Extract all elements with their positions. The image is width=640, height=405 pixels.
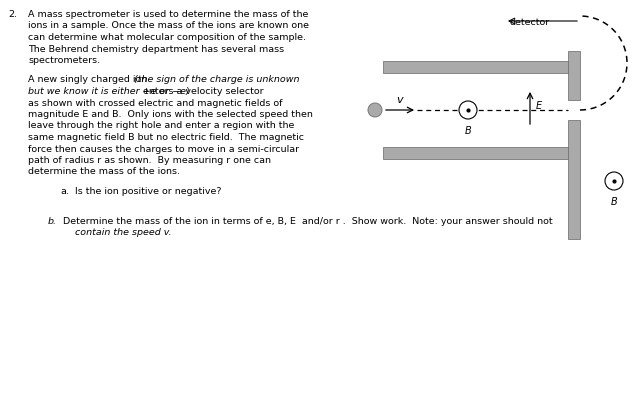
Text: can determine what molecular composition of the sample.: can determine what molecular composition… [28, 33, 306, 42]
Text: $B$: $B$ [464, 124, 472, 136]
Text: ions in a sample. Once the mass of the ions are known one: ions in a sample. Once the mass of the i… [28, 21, 309, 30]
Bar [568, 52, 580, 101]
Text: spectrometers.: spectrometers. [28, 56, 100, 65]
Text: $E$: $E$ [535, 99, 543, 111]
Circle shape [459, 102, 477, 120]
Text: A new singly charged ion: A new singly charged ion [28, 75, 150, 84]
Text: b.: b. [48, 216, 57, 226]
Text: same magnetic field B but no electric field.  The magnetic: same magnetic field B but no electric fi… [28, 133, 304, 142]
Text: detector: detector [510, 18, 550, 27]
Bar [568, 121, 580, 239]
Text: $v$: $v$ [396, 95, 404, 105]
Text: (the sign of the charge is unknown: (the sign of the charge is unknown [134, 75, 300, 84]
Text: a.: a. [60, 187, 69, 196]
Text: Is the ion positive or negative?: Is the ion positive or negative? [75, 187, 221, 196]
Text: but we know it is either +e or −e): but we know it is either +e or −e) [28, 87, 189, 96]
Text: $B$: $B$ [610, 194, 618, 207]
Text: as shown with crossed electric and magnetic fields of: as shown with crossed electric and magne… [28, 98, 282, 107]
Bar [383, 148, 574, 160]
Text: The Behrend chemistry department has several mass: The Behrend chemistry department has sev… [28, 45, 284, 53]
Text: path of radius r as shown.  By measuring r one can: path of radius r as shown. By measuring … [28, 156, 271, 164]
Circle shape [368, 104, 382, 118]
Text: contain the speed v.: contain the speed v. [75, 228, 172, 237]
Circle shape [605, 173, 623, 190]
Text: leave through the right hole and enter a region with the: leave through the right hole and enter a… [28, 121, 294, 130]
Bar [383, 62, 574, 74]
Text: magnitude E and B.  Only ions with the selected speed then: magnitude E and B. Only ions with the se… [28, 110, 313, 119]
Text: 2.: 2. [8, 10, 17, 19]
Text: determine the mass of the ions.: determine the mass of the ions. [28, 167, 180, 176]
Text: A mass spectrometer is used to determine the mass of the: A mass spectrometer is used to determine… [28, 10, 308, 19]
Text: force then causes the charges to move in a semi-circular: force then causes the charges to move in… [28, 144, 299, 153]
Text: enters a velocity selector: enters a velocity selector [140, 87, 264, 96]
Text: Determine the mass of the ion in terms of e, B, E  and/or r .  Show work.  Note:: Determine the mass of the ion in terms o… [63, 216, 552, 226]
